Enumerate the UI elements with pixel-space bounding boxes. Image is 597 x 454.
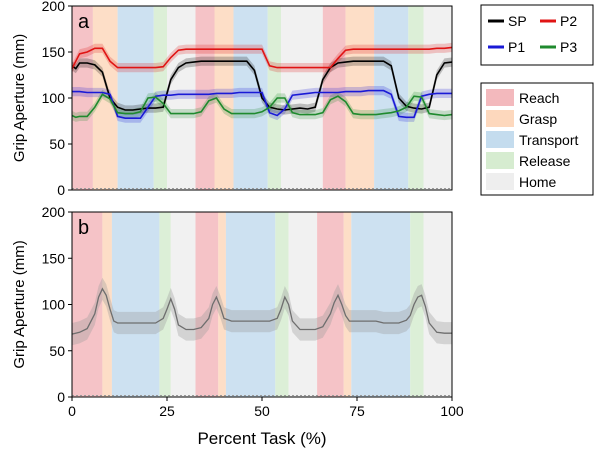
- x-tick-label: 0: [68, 403, 76, 419]
- phase-bands-b: [72, 212, 452, 397]
- legend-label-p2: P2: [560, 13, 577, 29]
- phase-band-release: [410, 212, 424, 397]
- phase-band-reach: [195, 212, 219, 397]
- x-tick-label: 100: [440, 403, 464, 419]
- phase-bands-a: [72, 6, 452, 190]
- legend-label-sp: SP: [508, 13, 527, 29]
- phase-band-grasp: [92, 6, 118, 190]
- phase-label-transport: Transport: [519, 132, 579, 148]
- series-line-p1: [72, 89, 452, 119]
- y-tick-label: 100: [42, 90, 66, 106]
- legend-label-p3: P3: [560, 39, 577, 55]
- y-tick-label: 200: [42, 204, 66, 220]
- y-tick-label: 50: [49, 136, 65, 152]
- phase-band-grasp: [214, 6, 234, 190]
- panel-a: 0 50 100 150 200 a Grip Aperture (mm): [11, 0, 453, 198]
- phase-band-home: [170, 212, 196, 397]
- phase-band-grasp: [102, 212, 112, 397]
- y-ticks-a: 0 50 100 150 200: [42, 0, 72, 198]
- y-tick-label: 150: [42, 44, 66, 60]
- series-line-sp: [71, 60, 453, 111]
- series-line-p2: [71, 46, 453, 69]
- phase-label-reach: Reach: [519, 90, 559, 106]
- phase-band-release: [267, 6, 281, 190]
- series-legend-box: [480, 4, 594, 66]
- phase-swatch-home: [486, 173, 514, 190]
- y-tick-label: 100: [42, 297, 66, 313]
- x-tick-label: 75: [349, 403, 365, 419]
- phase-band-reach: [195, 6, 215, 190]
- phase-band-release: [159, 212, 171, 397]
- y-axis-label-a: Grip Aperture (mm): [11, 34, 28, 162]
- phase-band-reach: [72, 6, 93, 190]
- phase-swatch-grasp: [486, 110, 514, 127]
- phase-swatch-transport: [486, 131, 514, 148]
- phase-band-transport: [374, 6, 409, 190]
- phase-band-home: [423, 6, 452, 190]
- variance-ribbon-b: [72, 277, 452, 346]
- panel-label-b: b: [78, 217, 89, 239]
- y-axis-label-b: Grip Aperture (mm): [11, 240, 28, 368]
- phase-band-reach: [317, 212, 344, 397]
- ribbon-p2: [72, 42, 452, 74]
- mean-line-b: [71, 287, 452, 335]
- x-ticks-b: 0 25 50 75 100: [68, 397, 464, 419]
- phase-label-home: Home: [519, 174, 557, 190]
- panel-b: 0 50 100 150 200 0 25 50 75 100 b Grip Aperture …: [11, 204, 464, 448]
- phase-band-transport: [111, 212, 160, 397]
- phase-swatch-release: [486, 152, 514, 169]
- legend-label-p1: P1: [508, 39, 525, 55]
- phase-band-release: [408, 6, 424, 190]
- phase-band-grasp: [218, 212, 226, 397]
- phase-label-grasp: Grasp: [519, 111, 557, 127]
- y-tick-label: 150: [42, 250, 66, 266]
- phase-band-home: [281, 6, 323, 190]
- y-ticks-b: 0 50 100 150 200: [42, 204, 72, 405]
- panel-label-a: a: [78, 11, 90, 33]
- y-tick-label: 50: [49, 343, 65, 359]
- phase-label-release: Release: [519, 153, 571, 169]
- series-legend: SP P2 P1 P3: [480, 4, 594, 66]
- phase-swatch-reach: [486, 89, 514, 106]
- x-axis-label: Percent Task (%): [197, 429, 326, 448]
- phase-band-transport: [351, 212, 411, 397]
- series-line-p3: [71, 93, 453, 119]
- series-lines-a: [71, 46, 453, 119]
- phase-band-release: [153, 6, 167, 190]
- phase-band-home: [288, 212, 318, 397]
- x-tick-label: 25: [159, 403, 175, 419]
- phase-band-home: [167, 6, 196, 190]
- y-tick-label: 0: [57, 389, 65, 405]
- phase-band-grasp: [343, 212, 352, 397]
- phase-band-home: [423, 212, 452, 397]
- x-tick-label: 50: [254, 403, 270, 419]
- phase-band-transport: [225, 212, 276, 397]
- phase-legend: Reach Grasp Transport Release Home: [480, 82, 594, 196]
- y-tick-label: 0: [57, 182, 65, 198]
- phase-band-grasp: [345, 6, 375, 190]
- y-tick-label: 200: [42, 0, 66, 14]
